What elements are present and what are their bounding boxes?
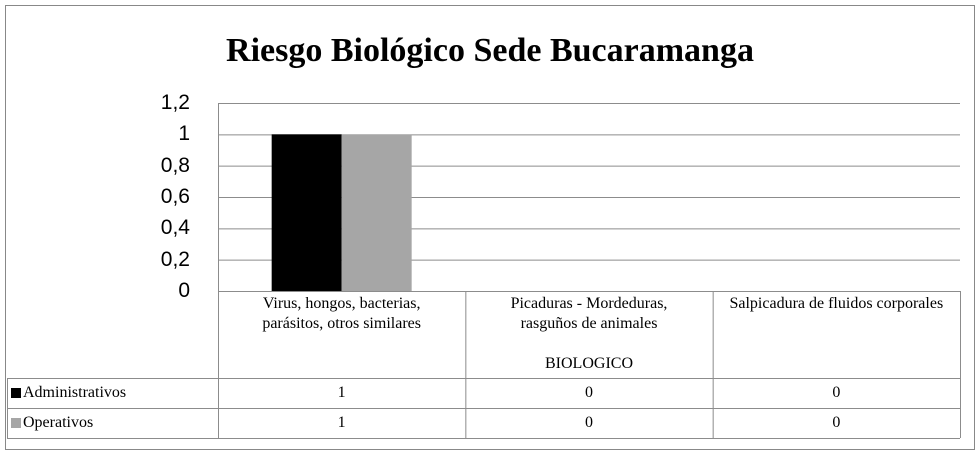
- legend-swatch: [11, 418, 21, 428]
- y-tick-label: 0: [178, 279, 190, 302]
- chart-border: [5, 5, 975, 450]
- legend-swatch: [11, 388, 21, 398]
- legend-label: Operativos: [23, 414, 94, 431]
- y-tick-label: 0,4: [160, 216, 190, 240]
- y-tick-label: 0,6: [160, 185, 190, 208]
- y-tick-label: 1: [178, 122, 190, 146]
- group-label: BIOLOGICO: [545, 355, 633, 372]
- x-tick-label: Virus, hongos, bacterias, parásitos, otr…: [262, 295, 421, 332]
- table-value: 1: [337, 384, 346, 401]
- chart-title: Riesgo Biológico Sede Bucaramanga: [226, 32, 754, 69]
- table-value: 0: [832, 414, 841, 431]
- bar: [271, 134, 342, 291]
- table-value: 1: [337, 414, 346, 431]
- bar: [341, 134, 412, 291]
- x-tick-label: Salpicadura de fluidos corporales: [729, 295, 944, 312]
- table-value: 0: [584, 414, 593, 431]
- y-tick-label: 0,8: [160, 153, 190, 177]
- y-tick-label: 0,2: [160, 247, 190, 271]
- table-value: 0: [832, 384, 841, 401]
- x-tick-label: Picaduras - Mordeduras, rasguños de anim…: [510, 295, 668, 332]
- legend-label: Administrativos: [23, 384, 127, 401]
- table-value: 0: [584, 384, 593, 401]
- y-tick-label: 1,2: [160, 91, 190, 114]
